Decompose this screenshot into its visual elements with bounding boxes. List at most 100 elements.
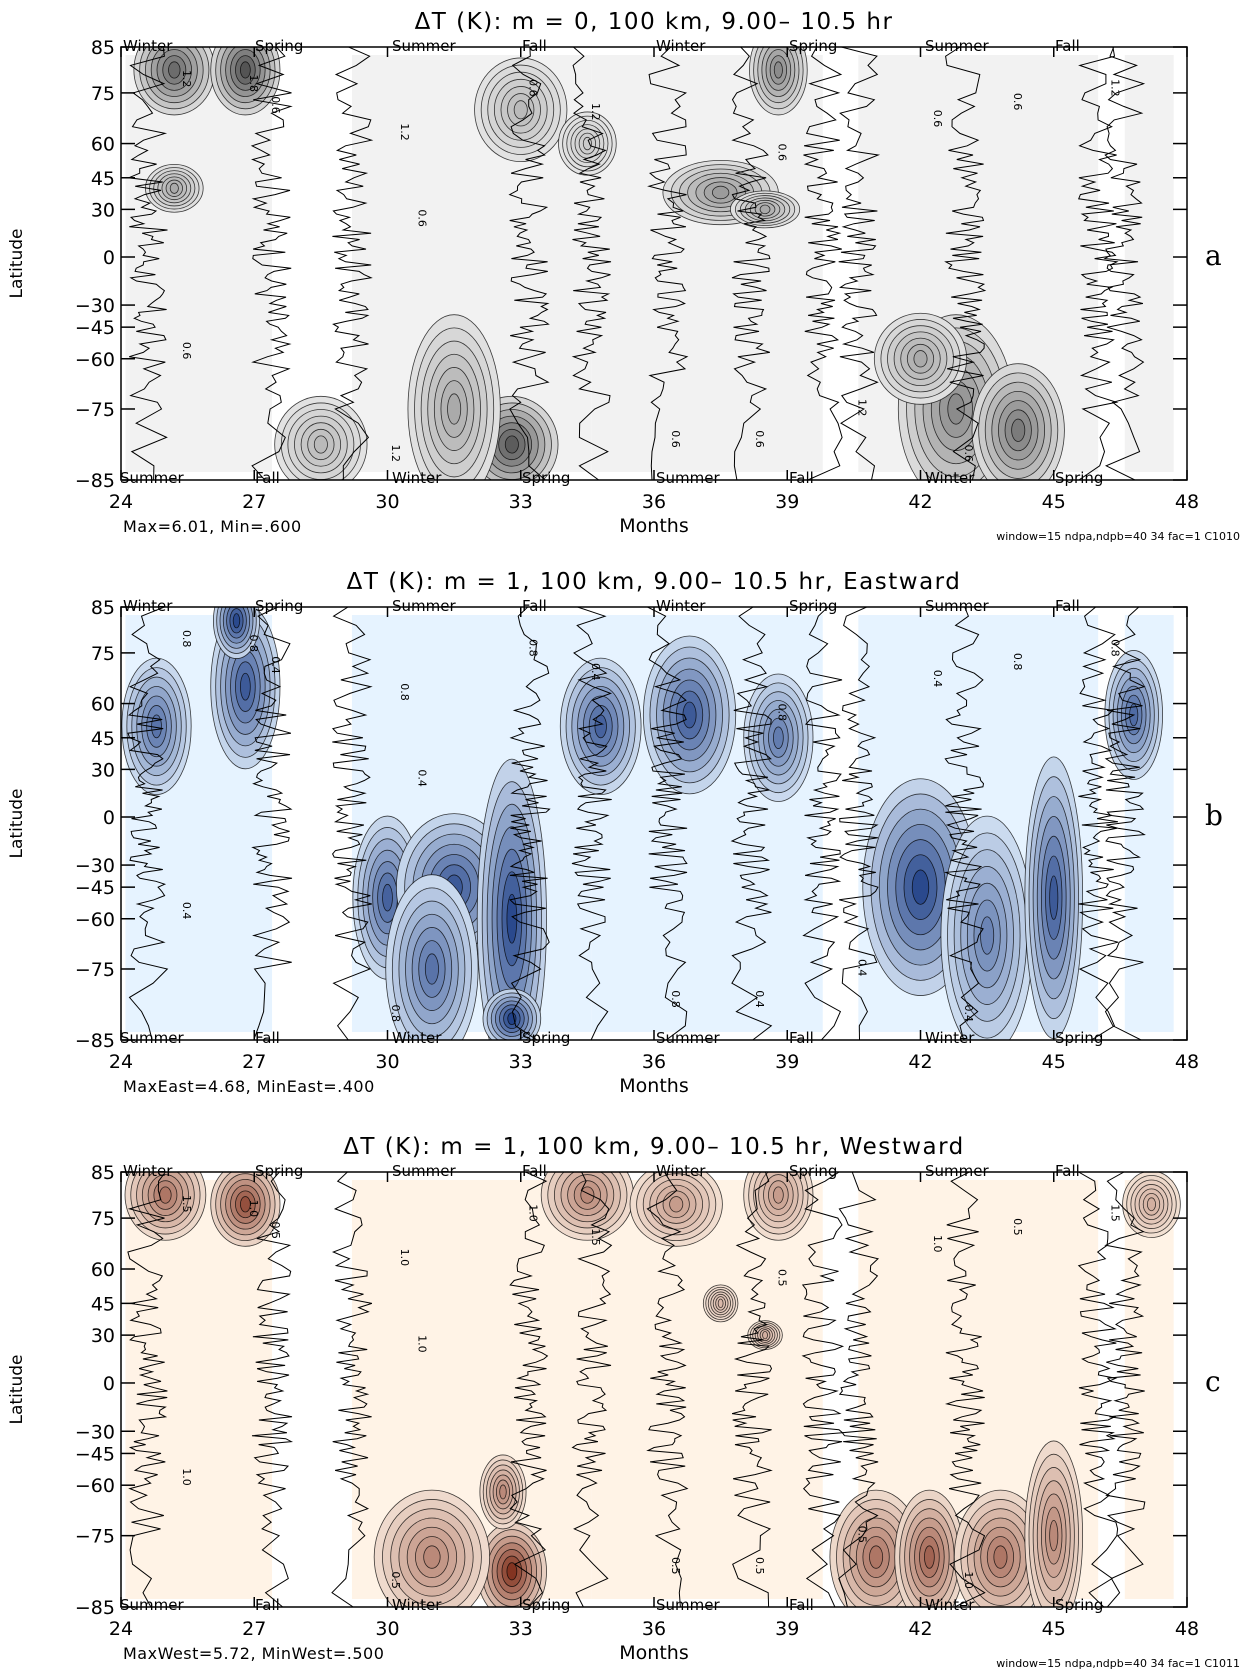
contour-level xyxy=(711,185,730,200)
x-tick-label: 24 xyxy=(109,1051,133,1073)
contour-field: 1.5 1.0 0.5 1.0 1.0 1.0 1.5 0.5 0.5 0.5 0.5 1.0 0.5 1… xyxy=(121,1172,1187,1607)
panel-b: ΔT (K): m = 1, 100 km, 9.00– 10.5 hr, Ea… xyxy=(7,569,1223,1097)
panel-letter: a xyxy=(1205,239,1222,272)
contour-level xyxy=(911,869,930,905)
y-tick-label: 75 xyxy=(91,643,115,665)
contour-level xyxy=(993,1545,1008,1569)
y-tick-label: 60 xyxy=(91,134,115,156)
contour-value-label: 0.6 xyxy=(669,430,682,448)
contour-line xyxy=(944,47,987,480)
contour-line xyxy=(571,1172,613,1607)
season-bottom-fall: Fall xyxy=(255,1029,280,1047)
y-tick-label: −30 xyxy=(75,295,115,317)
contour-value-label: 0.6 xyxy=(180,342,193,360)
contour-value-label: 0.8 xyxy=(775,704,788,722)
contour-value-label: 0.8 xyxy=(389,1004,402,1022)
season-top-summer: Summer xyxy=(925,37,989,55)
season-top-spring: Spring xyxy=(255,597,303,615)
x-tick-label: 45 xyxy=(1042,1051,1066,1073)
contour-value-label: 0.5 xyxy=(855,1526,868,1544)
contour-level xyxy=(594,714,607,739)
x-axis-label: Months xyxy=(619,1075,688,1097)
season-bottom-summer: Summer xyxy=(656,1596,720,1614)
contour-value-label: 1.8 xyxy=(247,75,260,93)
contour-value-label: 0.8 xyxy=(398,683,411,701)
x-tick-label: 48 xyxy=(1175,1618,1199,1640)
contour-line xyxy=(127,607,169,1040)
contour-value-label: 1.2 xyxy=(589,103,602,121)
contour-line xyxy=(331,1172,373,1607)
season-top-summer: Summer xyxy=(392,1162,456,1180)
contour-line xyxy=(943,607,985,1040)
y-tick-label: −45 xyxy=(75,317,115,339)
footnote-text: window=15 ndpa,ndpb=40 34 fac=1 C1010 xyxy=(996,530,1240,543)
x-tick-label: 24 xyxy=(109,1618,133,1640)
contour-level xyxy=(507,1012,517,1026)
season-top-winter: Winter xyxy=(123,37,173,55)
contour-line xyxy=(571,607,613,1040)
contour-line xyxy=(126,47,168,480)
season-bottom-fall: Fall xyxy=(789,1029,814,1047)
y-tick-label: −30 xyxy=(75,855,115,877)
contour-level xyxy=(240,672,251,701)
contour-level xyxy=(382,883,393,912)
contour-level xyxy=(424,953,439,985)
panel-c: ΔT (K): m = 1, 100 km, 9.00– 10.5 hr, We… xyxy=(7,1134,1240,1670)
x-tick-label: 33 xyxy=(509,1618,533,1640)
contour-level xyxy=(499,1484,507,1500)
season-bottom-spring: Spring xyxy=(1055,1596,1103,1614)
low-contour-band xyxy=(591,1180,823,1599)
y-tick-label: −30 xyxy=(75,1421,115,1443)
contour-value-label: 0.5 xyxy=(775,1269,788,1287)
season-bottom-winter: Winter xyxy=(392,1596,442,1614)
y-tick-label: 85 xyxy=(91,597,115,619)
season-top-spring: Spring xyxy=(789,37,837,55)
x-tick-label: 36 xyxy=(642,491,666,513)
contour-level xyxy=(717,1298,724,1309)
y-tick-label: 0 xyxy=(103,247,115,269)
y-tick-label: −75 xyxy=(75,959,115,981)
season-top-winter: Winter xyxy=(123,597,173,615)
y-tick-label: −85 xyxy=(75,1030,115,1052)
contour-value-label: 0.5 xyxy=(389,1571,402,1589)
season-bottom-summer: Summer xyxy=(120,469,184,487)
season-bottom-fall: Fall xyxy=(255,469,280,487)
x-tick-label: 39 xyxy=(775,1618,799,1640)
season-bottom-winter: Winter xyxy=(392,469,442,487)
contour-level xyxy=(232,613,241,629)
y-tick-label: 30 xyxy=(91,759,115,781)
stats-text: Max=6.01, Min=.600 xyxy=(123,517,302,536)
y-tick-label: −60 xyxy=(75,1475,115,1497)
contour-line xyxy=(508,47,550,480)
panel-letter: b xyxy=(1205,799,1223,832)
contour-level xyxy=(773,1186,784,1204)
contour-value-label: 0.5 xyxy=(669,1557,682,1575)
season-top-fall: Fall xyxy=(1055,597,1080,615)
stats-text: MaxEast=4.68, MinEast=.400 xyxy=(123,1077,375,1096)
x-tick-label: 27 xyxy=(242,1051,266,1073)
contour-level xyxy=(168,61,181,79)
contour-level xyxy=(924,1545,935,1569)
season-top-fall: Fall xyxy=(1055,1162,1080,1180)
y-tick-label: 45 xyxy=(91,168,115,190)
x-axis-label: Months xyxy=(619,1642,688,1664)
season-top-summer: Summer xyxy=(392,597,456,615)
season-top-fall: Fall xyxy=(522,37,547,55)
contour-level xyxy=(580,1186,595,1204)
contour-value-label: 0.4 xyxy=(753,990,766,1008)
x-tick-label: 33 xyxy=(509,1051,533,1073)
x-tick-label: 30 xyxy=(375,1051,399,1073)
x-tick-label: 36 xyxy=(642,1618,666,1640)
contour-value-label: 1.2 xyxy=(180,70,193,88)
y-tick-label: −75 xyxy=(75,1526,115,1548)
y-tick-label: 30 xyxy=(91,199,115,221)
contour-level xyxy=(240,1196,251,1213)
season-bottom-winter: Winter xyxy=(925,1029,975,1047)
low-contour-band xyxy=(125,1180,273,1599)
contour-line xyxy=(509,1172,549,1607)
contour-value-label: 0.6 xyxy=(962,444,975,462)
contour-level xyxy=(506,893,518,944)
contour-level xyxy=(582,136,592,151)
contour-level xyxy=(980,916,995,955)
contour-line xyxy=(647,47,689,480)
